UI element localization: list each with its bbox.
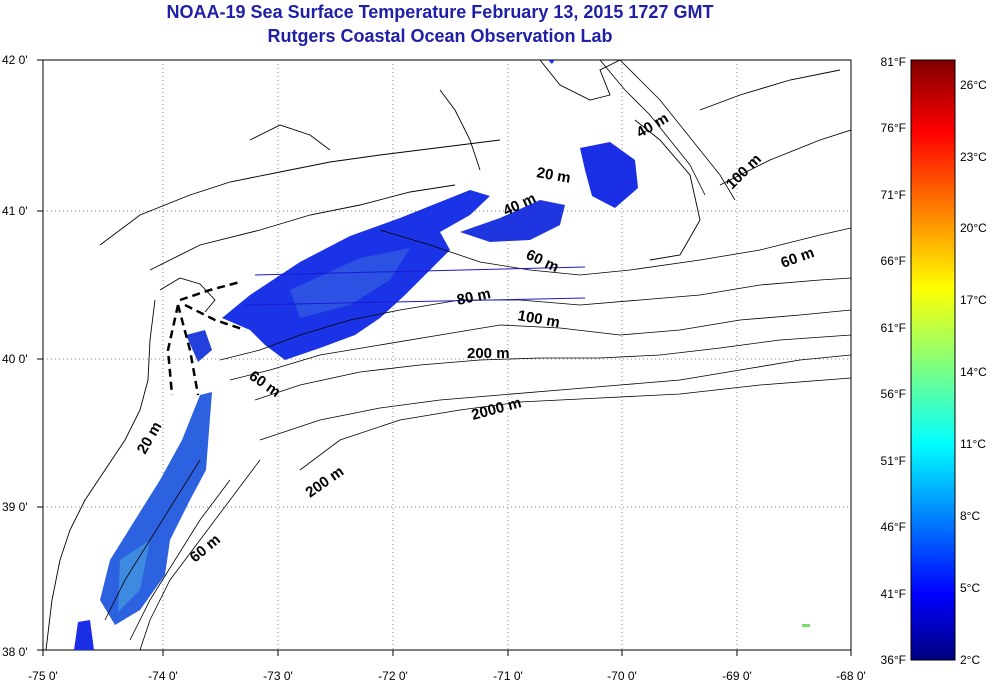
- colorbar-c-label: 17°C: [960, 293, 987, 307]
- colorbar-f-label: 56°F: [881, 387, 906, 401]
- transect-lines: [166, 280, 246, 396]
- map-title: NOAA-19 Sea Surface Temperature February…: [166, 2, 714, 22]
- lon-label: -73 0': [263, 669, 293, 683]
- colorbar-f-label: 36°F: [881, 653, 906, 667]
- colorbar-f-label: 81°F: [881, 55, 906, 69]
- longitude-labels: -75 0' -74 0' -73 0' -72 0' -71 0' -70 0…: [28, 669, 866, 683]
- coastline: [45, 60, 851, 650]
- colorbar-c-label: 26°C: [960, 78, 987, 92]
- colorbar-f-label: 46°F: [881, 520, 906, 534]
- colorbar-f-label: 71°F: [881, 188, 906, 202]
- colorbar-f-label: 61°F: [881, 321, 906, 335]
- survey-lines: [244, 266, 586, 306]
- lat-label: 40 0': [2, 352, 28, 366]
- colorbar-fahrenheit-labels: 81°F 76°F 71°F 66°F 61°F 56°F 51°F 46°F …: [881, 55, 906, 667]
- colorbar: 81°F 76°F 71°F 66°F 61°F 56°F 51°F 46°F …: [881, 55, 988, 667]
- latitude-labels: 42 0' 41 0' 40 0' 39 0' 38 0': [2, 53, 28, 659]
- lat-label: 38 0': [2, 645, 28, 659]
- colorbar-celsius-labels: 26°C 23°C 20°C 17°C 14°C 11°C 8°C 5°C 2°…: [960, 78, 987, 667]
- lat-label: 39 0': [2, 500, 28, 514]
- lon-label: -70 0': [607, 669, 637, 683]
- lon-label: -69 0': [722, 669, 752, 683]
- colorbar-f-label: 76°F: [881, 121, 906, 135]
- colorbar-c-label: 5°C: [960, 581, 980, 595]
- colorbar-c-label: 8°C: [960, 509, 980, 523]
- lon-label: -75 0': [28, 669, 58, 683]
- contour-label: 200 m: [467, 345, 510, 362]
- colorbar-c-label: 20°C: [960, 221, 987, 235]
- colorbar-c-label: 2°C: [960, 653, 980, 667]
- colorbar-f-label: 51°F: [881, 454, 906, 468]
- bathymetry-contours: [104, 60, 851, 650]
- lat-label: 42 0': [2, 53, 28, 67]
- lon-label: -72 0': [378, 669, 408, 683]
- colorbar-f-label: 41°F: [881, 587, 906, 601]
- colorbar-f-label: 66°F: [881, 254, 906, 268]
- contour-label: 80 m: [455, 285, 492, 309]
- contour-label: 20 m: [535, 164, 572, 187]
- lon-label: -68 0': [836, 669, 866, 683]
- colorbar-c-label: 23°C: [960, 150, 987, 164]
- colorbar-c-label: 11°C: [960, 437, 986, 451]
- frame-ticks: [37, 59, 852, 656]
- colorbar-gradient: [910, 59, 956, 661]
- lat-label: 41 0': [2, 204, 28, 218]
- sst-data: [74, 60, 810, 650]
- lon-label: -74 0': [148, 669, 178, 683]
- lon-label: -71 0': [493, 669, 523, 683]
- map-subtitle: Rutgers Coastal Ocean Observation Lab: [267, 26, 613, 46]
- map-frame: [42, 59, 852, 651]
- colorbar-c-label: 14°C: [960, 365, 987, 379]
